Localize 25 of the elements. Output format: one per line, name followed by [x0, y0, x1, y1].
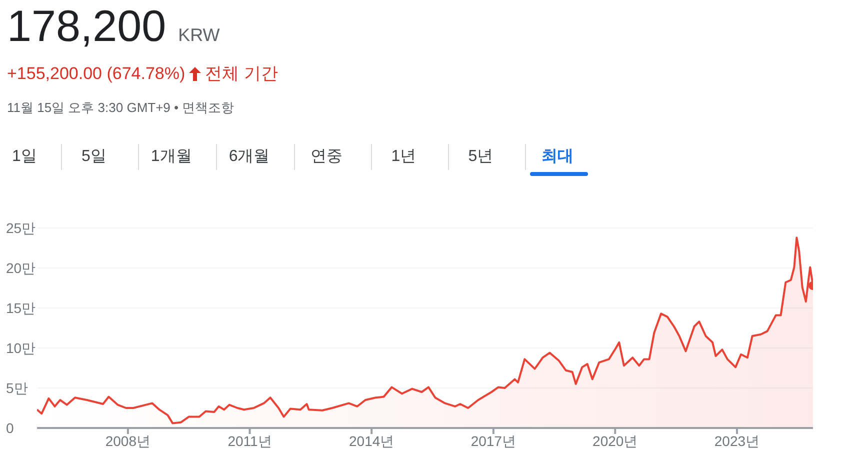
y-tick-label: 25만 — [6, 220, 36, 236]
text: 5일 — [60, 144, 138, 170]
x-tick-label: 2020년 — [592, 432, 638, 449]
x-tick-label: 2014년 — [349, 432, 394, 449]
text: 1년 — [370, 144, 448, 170]
y-tick-label: 5만 — [6, 380, 28, 396]
y-tick-label: 15만 — [6, 300, 36, 316]
y-tick-label: 10만 — [6, 340, 36, 356]
x-tick-label: 2011년 — [228, 432, 272, 449]
text: 연중 — [294, 144, 371, 170]
y-tick-label: 20만 — [6, 260, 36, 276]
text: 전체 기간 — [205, 63, 278, 85]
x-tick-label: 2023년 — [714, 432, 760, 449]
x-tick-label: 2017년 — [470, 432, 516, 449]
text: 5년 — [448, 144, 525, 170]
text: 최대 — [524, 144, 602, 170]
text: 11월 15일 오후 3:30 GMT+9 • 면책조항 — [7, 99, 234, 117]
text: 6개월 — [216, 144, 294, 170]
text: 1개월 — [138, 144, 216, 170]
x-tick-label: 2008년 — [105, 432, 151, 449]
text: 1일 — [11, 147, 38, 167]
text: KRW — [178, 25, 220, 46]
text: +155,200.00 (674.78%) — [7, 64, 186, 84]
y-tick-label: 0 — [6, 420, 14, 436]
chart-title: 178,200 — [7, 2, 166, 52]
